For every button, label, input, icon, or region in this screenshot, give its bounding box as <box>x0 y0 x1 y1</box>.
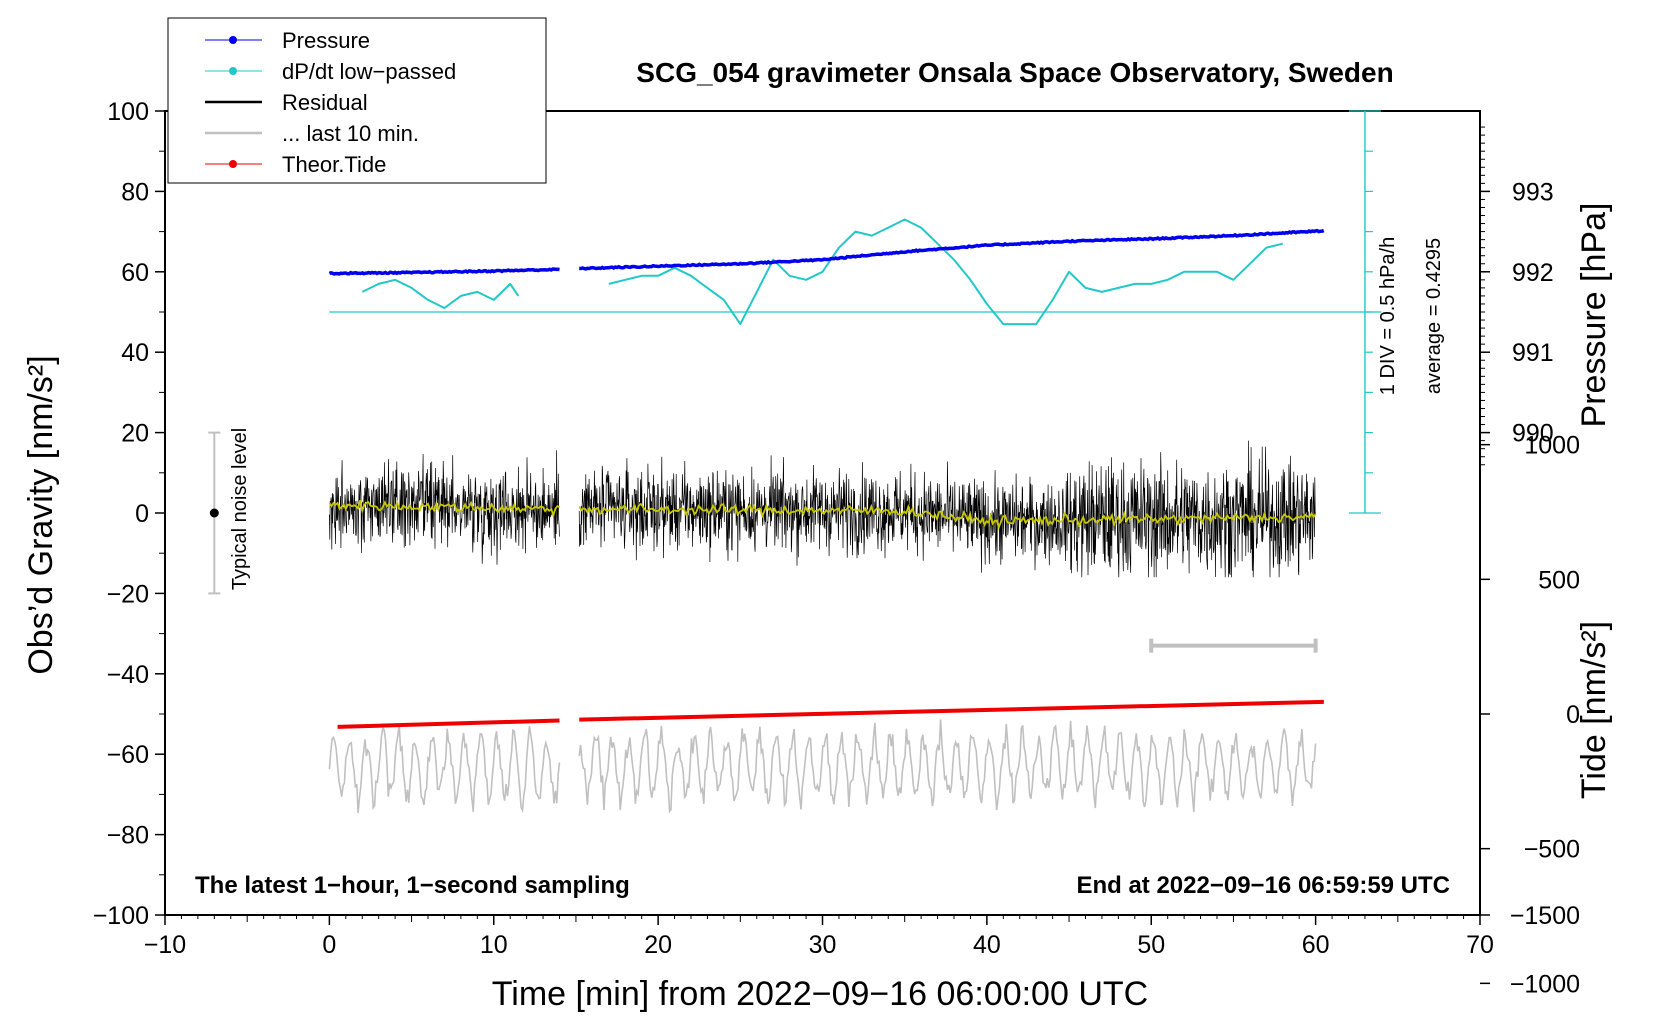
scale-div-label: 1 DIV = 0.5 hPa/h <box>1377 237 1399 395</box>
pressure-series-line <box>328 267 560 276</box>
pressure-series-line <box>579 228 1325 271</box>
residual-series-line <box>578 440 1316 578</box>
residual-series-line <box>329 450 560 565</box>
y-tick-label: 0 <box>135 500 149 528</box>
tide-tick-label: −500 <box>1524 836 1580 864</box>
x-axis-label: Time [min] from 2022−09−16 06:00:00 UTC <box>492 975 1148 1013</box>
tide-series-line <box>337 718 560 729</box>
legend-marker-4 <box>229 160 237 168</box>
dpdt-series-line <box>361 278 520 309</box>
tide-tick-label: 500 <box>1538 566 1580 594</box>
pressure-tick-label: 991 <box>1512 339 1554 367</box>
legend-label: Pressure <box>282 28 370 53</box>
pressure-tick-label: 993 <box>1512 178 1554 206</box>
tide-tick-label: −1500 <box>1510 902 1580 930</box>
y-tick-label: 80 <box>121 178 149 206</box>
tide-tick-label: 0 <box>1566 701 1580 729</box>
x-tick-label: 30 <box>809 931 837 959</box>
legend-marker-0 <box>229 36 237 44</box>
y-tick-label: 100 <box>107 98 149 126</box>
y-tick-label: 20 <box>121 420 149 448</box>
x-tick-label: −10 <box>144 931 186 959</box>
y-tick-label: −100 <box>93 902 149 930</box>
legend-label: ... last 10 min. <box>282 121 419 146</box>
pressure-tick-label: 992 <box>1512 259 1554 287</box>
y-tick-label: −20 <box>107 580 149 608</box>
residual-smoothed-line <box>328 499 560 518</box>
noise-level-dot <box>209 508 219 518</box>
y-tick-label: −60 <box>107 741 149 769</box>
legend-label: Residual <box>282 90 368 115</box>
footer-right-label: End at 2022−09−16 06:59:59 UTC <box>1076 872 1450 899</box>
last-10-min-series-line <box>328 724 561 814</box>
tide-series-line <box>579 699 1324 722</box>
y-axis-label-pressure: Pressure [hPa] <box>1575 203 1613 428</box>
scale-average-label: average = 0.4295 <box>1423 238 1445 394</box>
x-tick-label: 20 <box>644 931 672 959</box>
x-tick-label: 50 <box>1137 931 1165 959</box>
tide-tick-label: −1000 <box>1510 970 1580 998</box>
footer-left-label: The latest 1−hour, 1−second sampling <box>195 872 630 899</box>
dpdt-series-line <box>608 218 1284 326</box>
legend-marker-1 <box>229 67 237 75</box>
x-tick-label: 40 <box>973 931 1001 959</box>
x-tick-label: 10 <box>480 931 508 959</box>
noise-level-label: Typical noise level <box>229 428 251 590</box>
y-axis-label-left: Obs’d Gravity [nm/s²] <box>22 355 60 674</box>
tide-tick-label: 1000 <box>1524 432 1580 460</box>
y-tick-label: −40 <box>107 661 149 689</box>
legend-label: dP/dt low−passed <box>282 59 456 84</box>
y-axis-label-tide: Tide [nm/s²] <box>1575 621 1613 799</box>
axes: −10 0 10 20 30 40 50 60 70100806040200−20−40−60−… <box>93 98 1580 998</box>
plot-area <box>328 218 1325 814</box>
x-tick-label: 70 <box>1466 931 1494 959</box>
y-tick-label: 60 <box>121 259 149 287</box>
legend-box <box>167 17 547 184</box>
chart-title: SCG_054 gravimeter Onsala Space Observat… <box>636 57 1393 88</box>
x-tick-label: 0 <box>322 931 336 959</box>
last-10-min-series-line <box>578 719 1317 814</box>
pressure-tick-label: 990 <box>1512 420 1554 448</box>
legend: Pressure dP/dt low−passed Residual ... last… <box>167 17 547 184</box>
y-tick-label: 40 <box>121 339 149 367</box>
legend-label: Theor.Tide <box>282 152 386 177</box>
y-tick-label: −80 <box>107 822 149 850</box>
x-tick-label: 60 <box>1302 931 1330 959</box>
overlays <box>208 110 1382 653</box>
residual-smoothed-line <box>578 502 1317 531</box>
